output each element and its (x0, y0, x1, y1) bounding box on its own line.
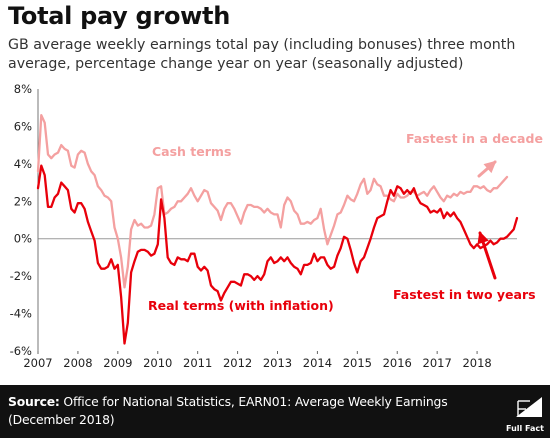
y-axis: 8% 6% 4% 2% 0% -2% -4% -6% (10, 82, 32, 358)
y-tick-label: 2% (14, 194, 32, 208)
chart-subtitle: GB average weekly earnings total pay (in… (8, 37, 516, 72)
x-tick-label: 2011 (183, 356, 212, 370)
x-tick-label: 2017 (423, 356, 452, 370)
x-tick-label: 2018 (462, 356, 491, 370)
y-tick-label: 4% (14, 157, 32, 171)
x-tick-label: 2014 (303, 356, 332, 370)
source-label: Source: (8, 394, 60, 409)
y-tick-label: 0% (14, 232, 32, 246)
x-tick-label: 2008 (63, 356, 92, 370)
x-axis: 2007 2008 2009 2010 2011 2012 2013 2014 2015 2016… (23, 351, 492, 370)
arrow-cash-icon (477, 160, 497, 178)
x-tick-label: 2007 (23, 356, 52, 370)
arrow-real-icon (477, 231, 497, 280)
y-tick-label: -2% (10, 269, 32, 283)
source-note: Source: Office for National Statistics, … (8, 393, 488, 429)
y-tick-label: -6% (10, 344, 32, 358)
x-tick-label: 2016 (383, 356, 412, 370)
logo-text: Full Fact (506, 424, 544, 433)
y-tick-label: 8% (14, 82, 32, 96)
x-tick-label: 2010 (143, 356, 172, 370)
y-tick-label: 6% (14, 119, 32, 133)
pay-growth-chart: 8% 6% 4% 2% 0% -2% -4% -6% 2007 2008 2009 2010 2011… (10, 82, 543, 370)
x-tick-label: 2012 (223, 356, 252, 370)
label-cash-terms: Cash terms (152, 144, 231, 159)
logo-mark-icon (516, 397, 542, 417)
series-line-cash-terms (36, 114, 509, 289)
full-fact-logo: Full Fact (504, 395, 544, 433)
x-tick-label: 2013 (263, 356, 292, 370)
annotations: Cash terms Real terms (with inflation) Fas… (148, 131, 543, 313)
footer: Source: Office for National Statistics, … (0, 385, 550, 438)
source-text: Office for National Statistics, EARN01: … (8, 394, 448, 427)
x-tick-label: 2015 (343, 356, 372, 370)
label-fastest-in-two-years: Fastest in two years (393, 287, 536, 302)
series-line-real-terms (36, 164, 519, 345)
label-fastest-in-a-decade: Fastest in a decade (406, 131, 543, 146)
x-tick-label: 2009 (103, 356, 132, 370)
y-tick-label: -4% (10, 307, 32, 321)
series-layer (36, 114, 519, 345)
label-real-terms: Real terms (with inflation) (148, 298, 334, 313)
chart-title: Total pay growth (8, 2, 230, 30)
